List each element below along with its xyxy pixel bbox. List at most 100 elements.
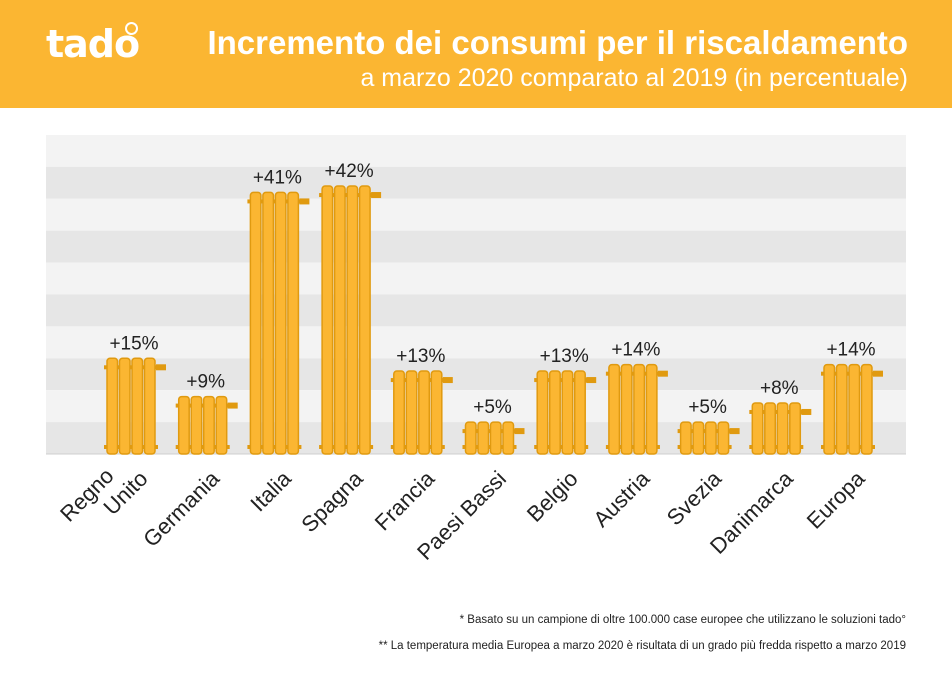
radiator-bar — [605, 363, 668, 455]
radiator-column — [346, 185, 359, 455]
chart-title: Incremento dei consumi per il riscaldame… — [207, 24, 908, 61]
radiator-pipe-top — [247, 199, 302, 204]
radiator-bar — [390, 370, 453, 455]
category-label: Austria — [588, 465, 655, 532]
radiator-column — [848, 363, 861, 455]
radiator-valve — [657, 370, 668, 377]
radiator-bar — [462, 421, 525, 455]
radiator-valve — [442, 377, 453, 384]
radiator-column — [573, 370, 586, 455]
chart-subtitle: a marzo 2020 comparato al 2019 (in perce… — [360, 64, 908, 92]
radiator-valve — [156, 364, 166, 371]
category-label: Europa — [802, 465, 870, 533]
radiator-column — [321, 185, 334, 455]
category-label-line: Spagna — [296, 465, 368, 537]
data-label: +5% — [473, 397, 512, 418]
radiator-column — [262, 191, 275, 455]
radiator-column — [333, 185, 346, 455]
data-label: +14% — [826, 340, 875, 361]
radiator-bar — [104, 357, 166, 455]
radiator-column — [118, 357, 131, 455]
radiator-valve — [371, 192, 382, 199]
radiator-pipe-top — [677, 429, 732, 434]
category-label-line: Germania — [138, 465, 225, 552]
data-label: +42% — [325, 161, 374, 182]
radiator-valve — [801, 408, 812, 415]
radiator-column — [608, 363, 621, 455]
radiator-column — [717, 421, 730, 455]
radiator-pipe-top — [175, 403, 230, 408]
radiator-column — [548, 370, 561, 455]
radiator-valve — [873, 370, 883, 377]
category-label-line: Svezia — [662, 465, 727, 530]
radiator-pipe-bottom — [175, 445, 230, 449]
radiator-column — [489, 421, 502, 455]
data-label: +13% — [396, 346, 445, 367]
radiator-pipe-top — [605, 371, 660, 376]
radiator-bar — [175, 395, 238, 455]
radiator-column — [633, 363, 646, 455]
grid-band — [46, 135, 906, 167]
data-label: +5% — [688, 397, 727, 418]
data-label: +8% — [760, 378, 799, 399]
radiator-bar — [677, 421, 740, 455]
radiator-valve — [514, 428, 525, 435]
radiator-bar — [247, 191, 310, 455]
radiator-valve — [227, 402, 238, 409]
radiator-column — [860, 363, 873, 455]
radiator-pipe-top — [749, 409, 804, 414]
radiator-column — [287, 191, 300, 455]
radiator-column — [274, 191, 287, 455]
radiator-column — [393, 370, 406, 455]
radiator-column — [764, 402, 777, 455]
radiator-column — [215, 395, 228, 455]
radiator-column — [620, 363, 633, 455]
radiator-column — [464, 421, 477, 455]
radiator-column — [561, 370, 574, 455]
radiator-bar — [534, 370, 597, 455]
grid-band — [46, 198, 906, 231]
radiator-pipe-bottom — [821, 445, 875, 449]
category-label-line: Italia — [245, 465, 296, 516]
radiator-pipe-top — [319, 193, 374, 198]
radiator-column — [789, 402, 802, 455]
radiator-column — [477, 421, 490, 455]
radiator-column — [358, 185, 371, 455]
radiator-pipe-bottom — [247, 445, 302, 449]
category-label: Italia — [245, 465, 296, 516]
category-label: Germania — [138, 465, 225, 552]
radiator-pipe-bottom — [104, 445, 158, 449]
header-banner: tado Incremento dei consumi per il risca… — [0, 0, 952, 108]
grid-band — [46, 262, 906, 295]
grid-band — [46, 166, 906, 199]
radiator-pipe-top — [104, 365, 158, 370]
footnote-temperature: ** La temperatura media Europea a marzo … — [378, 640, 906, 652]
radiator-column — [190, 395, 203, 455]
footnote-sample: * Basato su un campione di oltre 100.000… — [459, 614, 906, 626]
category-label-line: Austria — [588, 465, 655, 532]
data-label: +41% — [253, 167, 302, 188]
radiator-column — [430, 370, 443, 455]
category-label: Belgio — [522, 466, 583, 527]
data-label: +9% — [186, 372, 225, 393]
radiator-column — [776, 402, 789, 455]
radiator-column — [418, 370, 431, 455]
category-label: Francia — [370, 465, 440, 535]
radiator-pipe-top — [534, 378, 589, 383]
radiator-pipe-bottom — [462, 445, 517, 449]
radiator-column — [106, 357, 119, 455]
grid-band — [46, 294, 906, 327]
category-label-line: Francia — [370, 465, 440, 535]
category-label: Svezia — [662, 465, 727, 530]
radiator-pipe-bottom — [749, 445, 804, 449]
radiator-pipe-bottom — [605, 445, 660, 449]
grid-band — [46, 230, 906, 263]
radiator-column — [823, 363, 836, 455]
radiator-pipe-bottom — [319, 445, 374, 449]
bar-chart: +15% RegnoUnito +9% Germania +41% Italia +42% S… — [46, 135, 906, 565]
category-label-line: Belgio — [522, 466, 583, 527]
radiator-pipe-bottom — [677, 445, 732, 449]
radiator-pipe-bottom — [534, 445, 589, 449]
radiator-column — [405, 370, 418, 455]
radiator-column — [751, 402, 764, 455]
